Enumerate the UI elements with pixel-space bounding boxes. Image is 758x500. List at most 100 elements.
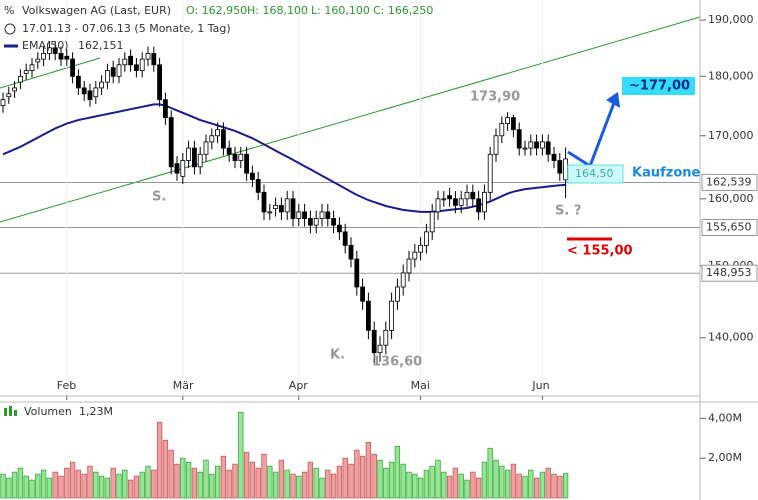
volume-bar	[383, 467, 389, 499]
volume-bar	[81, 473, 87, 499]
candle-body	[203, 141, 209, 155]
annotation: 136,60	[372, 355, 422, 370]
y-tick-label: 160,000	[708, 192, 754, 205]
volume-bar	[284, 469, 290, 499]
candle-body	[209, 135, 215, 143]
candle-body	[186, 147, 192, 161]
candle-body	[563, 158, 568, 181]
volume-bar	[365, 441, 372, 499]
candle-body	[168, 117, 174, 168]
candle-body	[76, 75, 81, 89]
volume-bar	[412, 473, 418, 499]
annotation: 173,90	[470, 90, 520, 105]
volume-bar	[394, 445, 401, 499]
candle-body	[528, 141, 534, 149]
volume-bar	[162, 439, 169, 499]
volume-bar	[551, 473, 557, 499]
candle-body	[215, 129, 221, 137]
candle-body	[476, 198, 482, 213]
volume-bar	[110, 467, 116, 499]
volume-bar	[185, 461, 192, 499]
reference-label-box	[701, 173, 758, 191]
x-tick-label: Mai	[411, 379, 430, 392]
volume-bar	[180, 457, 186, 499]
x-tick-label: Apr	[289, 379, 309, 392]
volume-bar	[261, 453, 267, 499]
volume-bar	[6, 477, 12, 499]
volume-bar	[301, 471, 308, 499]
candle-body	[174, 163, 180, 174]
volume-bar	[557, 475, 563, 499]
y-tick-label: 170,000	[708, 129, 754, 142]
candle-body	[371, 329, 377, 354]
candle-body	[70, 58, 75, 77]
ohlc-label: L: 160,100	[311, 4, 370, 17]
volume-bar	[487, 447, 493, 499]
trend-line	[0, 16, 701, 223]
volume-bar	[313, 467, 319, 499]
volume-bar	[330, 473, 337, 499]
volume-bar	[516, 473, 522, 499]
volume-bar	[127, 479, 134, 499]
candle-body	[6, 93, 12, 98]
candle-body	[273, 204, 279, 210]
candle-body	[122, 58, 128, 66]
annotation: Kaufzone	[632, 166, 701, 181]
volume-bar	[0, 473, 6, 499]
volume-value: 1,23M	[79, 405, 113, 418]
volume-bar	[220, 455, 227, 499]
volume-bar	[17, 467, 24, 499]
candle-body	[162, 99, 168, 118]
annotation: 164,50	[575, 167, 614, 180]
volume-bar	[406, 471, 412, 499]
candle-body	[180, 160, 186, 177]
volume-bar	[255, 467, 261, 499]
candle-body	[499, 123, 505, 137]
volume-bar	[209, 473, 215, 499]
ohlc-label: C: 166,250	[373, 4, 433, 17]
volume-bar	[319, 477, 325, 499]
volume-bar	[75, 469, 82, 499]
reference-label: 155,650	[706, 220, 752, 233]
candle-body	[0, 99, 6, 107]
candle-body	[389, 300, 395, 331]
icon	[4, 408, 7, 416]
candle-body	[365, 300, 371, 331]
volume-bar	[290, 473, 296, 499]
y-tick-label: 180,000	[708, 69, 754, 82]
annotation: ~177,00	[629, 79, 690, 94]
candle-body	[244, 153, 250, 174]
trend-line	[0, 57, 101, 89]
candle-body	[267, 211, 273, 214]
candle-body	[307, 218, 313, 226]
volume-bar	[104, 477, 111, 499]
volume-bar	[203, 459, 209, 499]
candle-body	[197, 153, 203, 168]
reference-label-box	[701, 264, 758, 282]
candle-body	[336, 224, 342, 233]
volume-bar	[64, 467, 70, 499]
candle-body	[319, 211, 325, 219]
volume-bar	[156, 421, 163, 499]
candle-body	[551, 153, 557, 161]
volume-bar	[493, 459, 499, 499]
candle-body	[41, 53, 46, 60]
volume-bar	[40, 469, 47, 499]
volume-bar	[348, 463, 354, 499]
clock-icon	[4, 23, 16, 35]
reference-label-box	[701, 218, 758, 236]
ema-line	[2, 103, 566, 213]
candle-body	[540, 141, 545, 149]
volume-bar	[388, 461, 395, 499]
candle-body	[191, 147, 197, 168]
volume-bar	[296, 475, 302, 499]
volume-bar	[481, 461, 488, 499]
candle-body	[52, 47, 58, 54]
volume-bar	[470, 471, 476, 499]
volume-bar	[522, 475, 528, 499]
candle-body	[261, 191, 267, 213]
volume-bar	[504, 469, 511, 499]
volume-bar	[342, 457, 348, 499]
